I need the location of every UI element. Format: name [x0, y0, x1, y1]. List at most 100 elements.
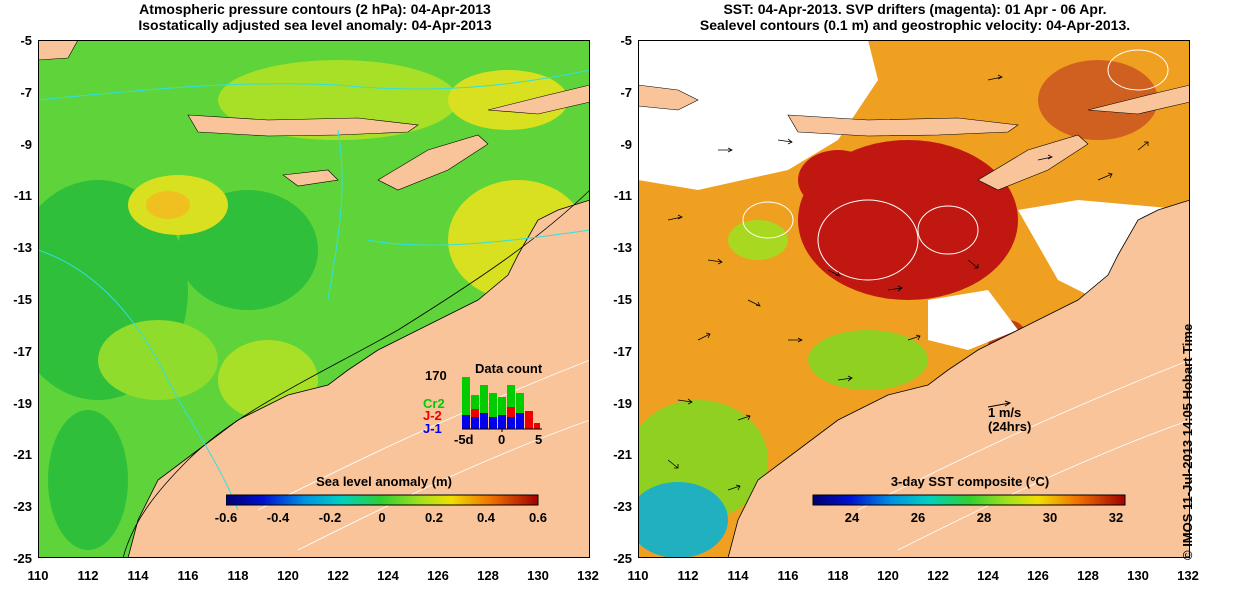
lat-tick-left: -13: [13, 240, 32, 255]
island-east: [487, 84, 590, 115]
lon-tick-left: 116: [177, 568, 199, 583]
velocity-scale-label: 1 m/s: [988, 405, 1022, 420]
pressure-contour: [327, 129, 343, 301]
land-contour: [257, 359, 590, 511]
island-java-nusa: [638, 84, 699, 111]
land-contour: [297, 419, 590, 551]
lon-tick-right: 128: [1077, 568, 1099, 583]
hist-bar: [525, 411, 533, 429]
lat-tick-left: -15: [13, 292, 32, 307]
hist-bar: [480, 385, 488, 429]
lat-tick-right: -9: [620, 137, 632, 152]
island-north: [38, 40, 79, 61]
hist-tick: 0: [498, 432, 506, 447]
pressure-contour: [38, 249, 239, 511]
legend-j1: J-1: [423, 421, 442, 436]
sst-tick: 28: [976, 510, 992, 525]
sla-tick: 0.4: [476, 510, 496, 525]
lon-tick-right: 120: [877, 568, 899, 583]
lon-tick-left: 112: [77, 568, 99, 583]
island-sumba: [282, 169, 339, 187]
sst-warm-patch: [1038, 60, 1158, 140]
hist-bar: [489, 393, 497, 429]
pressure-contour: [367, 229, 590, 246]
right-panel-title: SST: 04-Apr-2013. SVP drifters (magenta)…: [640, 1, 1190, 33]
lat-tick-right: -17: [613, 344, 632, 359]
lat-tick-right: -25: [613, 551, 632, 566]
lon-tick-left: 130: [527, 568, 549, 583]
sst-tick: 26: [910, 510, 926, 525]
sla-colorbar-title: Sea level anomaly (m): [316, 474, 452, 489]
hist-bar: [498, 397, 506, 429]
sst-colorbar-title: 3-day SST composite (°C): [890, 474, 1050, 489]
hist-tick: -5d: [454, 432, 474, 447]
sla-tick: -0.4: [266, 510, 290, 525]
legend-cr2: Cr2: [423, 396, 445, 411]
sst-cool-patch: [638, 482, 728, 558]
sea-level-anomaly-map: [38, 40, 590, 558]
land-contour: [897, 419, 1190, 551]
data-count-histogram: [462, 377, 542, 432]
lon-tick-left: 118: [227, 568, 249, 583]
lon-tick-left: 122: [327, 568, 349, 583]
hist-bar: [462, 377, 470, 429]
lon-tick-left: 132: [577, 568, 599, 583]
sla-tick: 0.6: [528, 510, 548, 525]
lon-tick-right: 124: [977, 568, 999, 583]
lon-tick-left: 120: [277, 568, 299, 583]
hist-bar: [507, 385, 515, 429]
sst-cool-patch: [808, 330, 928, 390]
lat-tick-right: -5: [620, 33, 632, 48]
lat-tick-right: -7: [620, 85, 632, 100]
lon-tick-right: 112: [677, 568, 699, 583]
right-title-line2: Sealevel contours (0.1 m) and geostrophi…: [699, 17, 1131, 33]
hist-bar: [534, 423, 540, 429]
lat-tick-left: -25: [13, 551, 32, 566]
island-timor: [377, 134, 489, 191]
left-title-line1: Atmospheric pressure contours (2 hPa): 0…: [139, 1, 491, 17]
cloud-mask: [928, 290, 1018, 350]
australia-land: [127, 199, 590, 558]
cloud-mask: [638, 40, 878, 190]
sla-patch: [48, 410, 128, 550]
hist-tick: 5: [535, 432, 543, 447]
bathymetry-contour: [122, 189, 590, 558]
lat-tick-right: -19: [613, 396, 632, 411]
data-count-title: Data count: [475, 361, 543, 376]
lon-tick-right: 122: [927, 568, 949, 583]
island-sumba: [787, 114, 1019, 137]
lon-tick-right: 114: [727, 568, 749, 583]
map-frame: [38, 40, 590, 558]
map-frame: [638, 40, 1190, 558]
sst-map: [638, 40, 1190, 558]
lat-tick-right: -13: [613, 240, 632, 255]
data-count-max: 170: [425, 368, 447, 383]
left-title-line2: Isostatically adjusted sea level anomaly…: [138, 17, 492, 33]
sla-patch: [98, 320, 218, 400]
copyright-label: © IMOS 11-Jul-2013 14:05 Hobart Time: [1180, 323, 1195, 560]
velocity-scale-sublabel: (24hrs): [988, 419, 1032, 434]
velocity-scale-arrow: [987, 400, 1012, 408]
lat-tick-left: -7: [20, 85, 32, 100]
lat-tick-left: -11: [13, 188, 32, 203]
lon-tick-left: 128: [477, 568, 499, 583]
sla-tick: 0.2: [424, 510, 444, 525]
lat-tick-left: -9: [20, 137, 32, 152]
island-java-nusa: [187, 114, 419, 137]
sla-tick: -0.2: [318, 510, 342, 525]
lon-tick-right: 116: [777, 568, 799, 583]
lon-tick-left: 110: [27, 568, 49, 583]
pressure-contour: [38, 69, 590, 101]
lat-tick-left: -17: [13, 344, 32, 359]
right-title-line1: SST: 04-Apr-2013. SVP drifters (magenta)…: [723, 1, 1107, 17]
lon-tick-left: 124: [377, 568, 399, 583]
land-contour: [857, 359, 1190, 511]
sst-tick: 24: [844, 510, 860, 525]
hist-bar: [471, 395, 479, 429]
island-east: [1087, 84, 1190, 115]
legend-j2: J-2: [423, 408, 442, 423]
sst-colorbar: [812, 494, 1126, 506]
sla-tick: -0.6: [214, 510, 238, 525]
lat-tick-right: -21: [613, 447, 632, 462]
sealevel-contour: [817, 199, 919, 281]
